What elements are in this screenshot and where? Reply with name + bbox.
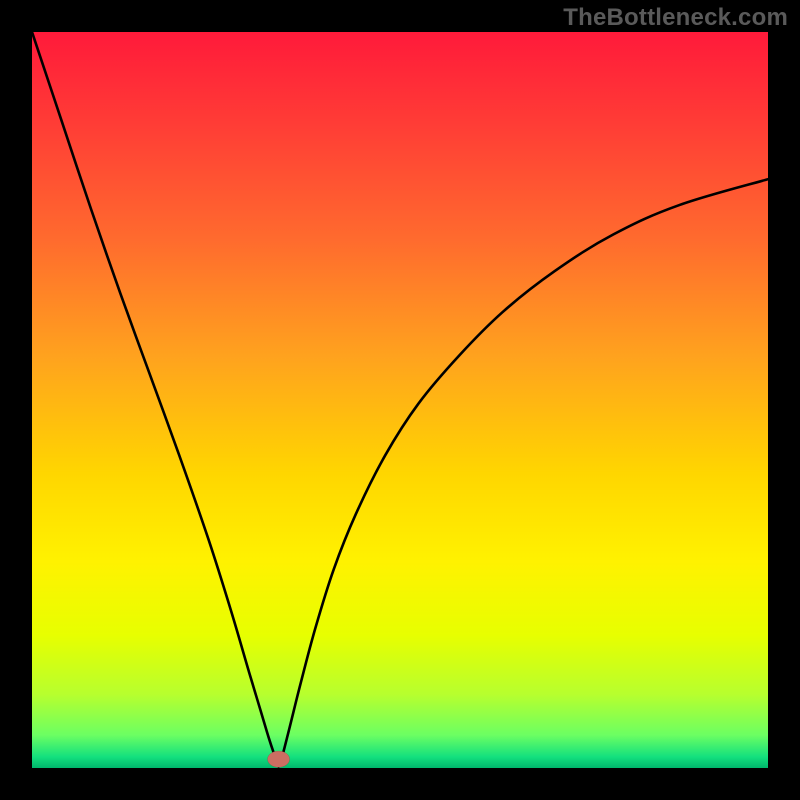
optimum-marker <box>268 751 290 767</box>
chart-background <box>32 32 768 768</box>
watermark-text: TheBottleneck.com <box>563 4 788 32</box>
chart-frame: TheBottleneck.com <box>0 0 800 800</box>
chart-plot <box>32 32 768 768</box>
